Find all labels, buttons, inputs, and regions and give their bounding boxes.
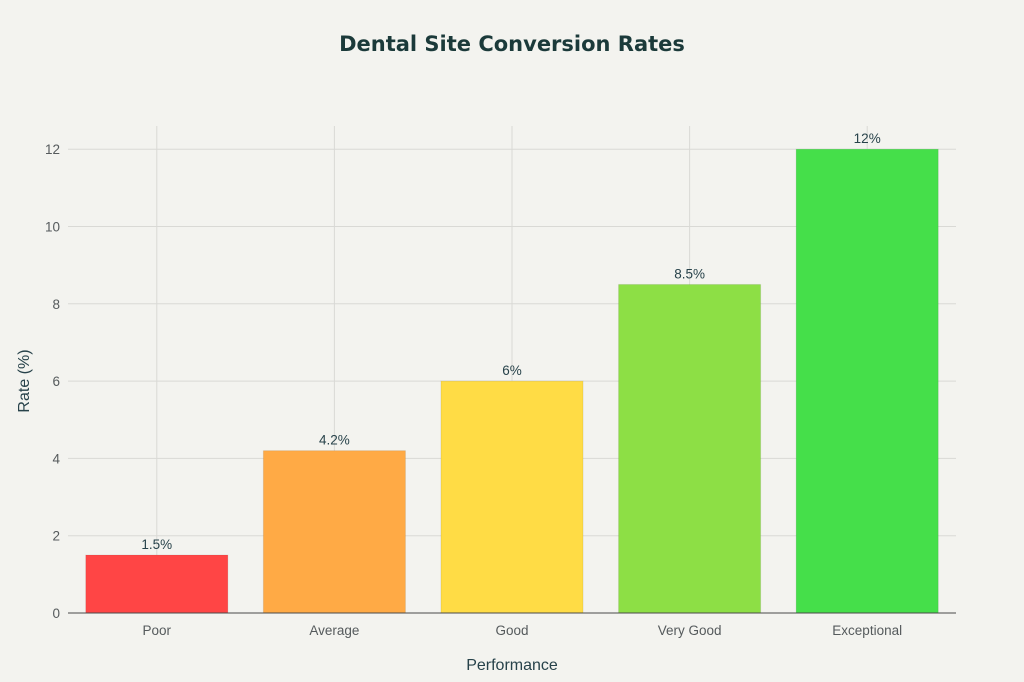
data-labels: 1.5% 4.2% 6% 8.5% 12% bbox=[141, 131, 880, 552]
y-tick-label: 8 bbox=[52, 297, 60, 312]
x-tick-label: Exceptional bbox=[832, 623, 902, 638]
data-label: 8.5% bbox=[674, 266, 705, 281]
data-label: 4.2% bbox=[319, 433, 350, 448]
chart-title: Dental Site Conversion Rates bbox=[339, 32, 685, 56]
y-tick-label: 10 bbox=[45, 219, 60, 234]
data-label: 1.5% bbox=[141, 537, 172, 552]
bar-exceptional[interactable] bbox=[795, 148, 939, 614]
bar-average[interactable] bbox=[262, 450, 406, 614]
data-label: 6% bbox=[502, 363, 522, 378]
x-tick-label: Average bbox=[309, 623, 359, 638]
y-tick-label: 0 bbox=[52, 606, 60, 621]
y-axis-title: Rate (%) bbox=[16, 349, 33, 412]
bar-poor[interactable] bbox=[85, 554, 229, 614]
x-tick-label: Good bbox=[495, 623, 528, 638]
y-tick-label: 4 bbox=[52, 451, 60, 466]
tick-labels: 0 2 4 6 8 10 12 Poor Average Good Very Good Excepti… bbox=[45, 142, 902, 638]
y-tick-label: 12 bbox=[45, 142, 60, 157]
y-tick-label: 2 bbox=[52, 529, 60, 544]
bar-good[interactable] bbox=[440, 380, 584, 614]
x-axis-title: Performance bbox=[466, 657, 558, 674]
bars bbox=[85, 148, 939, 614]
x-tick-label: Very Good bbox=[658, 623, 722, 638]
y-tick-label: 6 bbox=[52, 374, 60, 389]
data-label: 12% bbox=[854, 131, 881, 146]
x-tick-label: Poor bbox=[143, 623, 172, 638]
bar-very-good[interactable] bbox=[618, 283, 762, 614]
